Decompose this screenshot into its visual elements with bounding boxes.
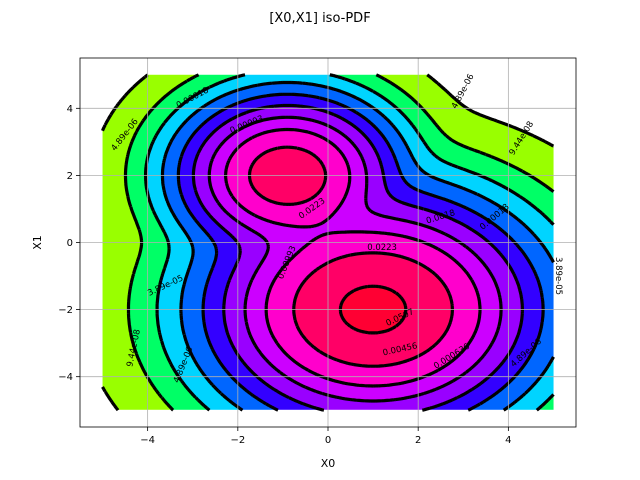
y-tick-label: 4 bbox=[67, 104, 73, 115]
x-axis-label: X0 bbox=[321, 457, 336, 470]
y-axis-label: X1 bbox=[31, 235, 44, 250]
contour-line-2 bbox=[144, 73, 555, 412]
chart-title: [X0,X1] iso-PDF bbox=[269, 11, 370, 26]
y-axis: −4 −2 0 2 4 bbox=[58, 104, 80, 383]
contour-lines bbox=[101, 73, 555, 412]
contour-line-4 bbox=[176, 92, 545, 412]
y-tick-label: −2 bbox=[58, 305, 73, 316]
contour-line-0 bbox=[101, 73, 555, 412]
x-tick-label: −2 bbox=[230, 435, 245, 446]
contour-label: 3.89e-05 bbox=[553, 257, 563, 295]
x-tick-label: −4 bbox=[140, 435, 155, 446]
x-tick-label: 2 bbox=[415, 435, 421, 446]
y-tick-label: 2 bbox=[67, 171, 73, 182]
y-tick-label: 0 bbox=[67, 238, 73, 249]
contour-line-6 bbox=[207, 115, 503, 403]
plot-area: 4.89e-060.000180.009930.02234.89e-069.44… bbox=[79, 57, 577, 428]
grid bbox=[80, 58, 576, 427]
y-tick-label: −4 bbox=[58, 372, 73, 383]
contour-label: 0.0223 bbox=[367, 243, 397, 253]
x-tick-label: 4 bbox=[505, 435, 511, 446]
contour-line-1 bbox=[123, 73, 555, 412]
x-axis: −4 −2 0 2 4 bbox=[140, 427, 512, 446]
contour-line-8 bbox=[247, 145, 454, 368]
contour-line-3 bbox=[160, 80, 555, 412]
contour-line-9 bbox=[338, 284, 408, 335]
contour-line-7 bbox=[224, 127, 482, 388]
x-tick-label: 0 bbox=[325, 435, 331, 446]
